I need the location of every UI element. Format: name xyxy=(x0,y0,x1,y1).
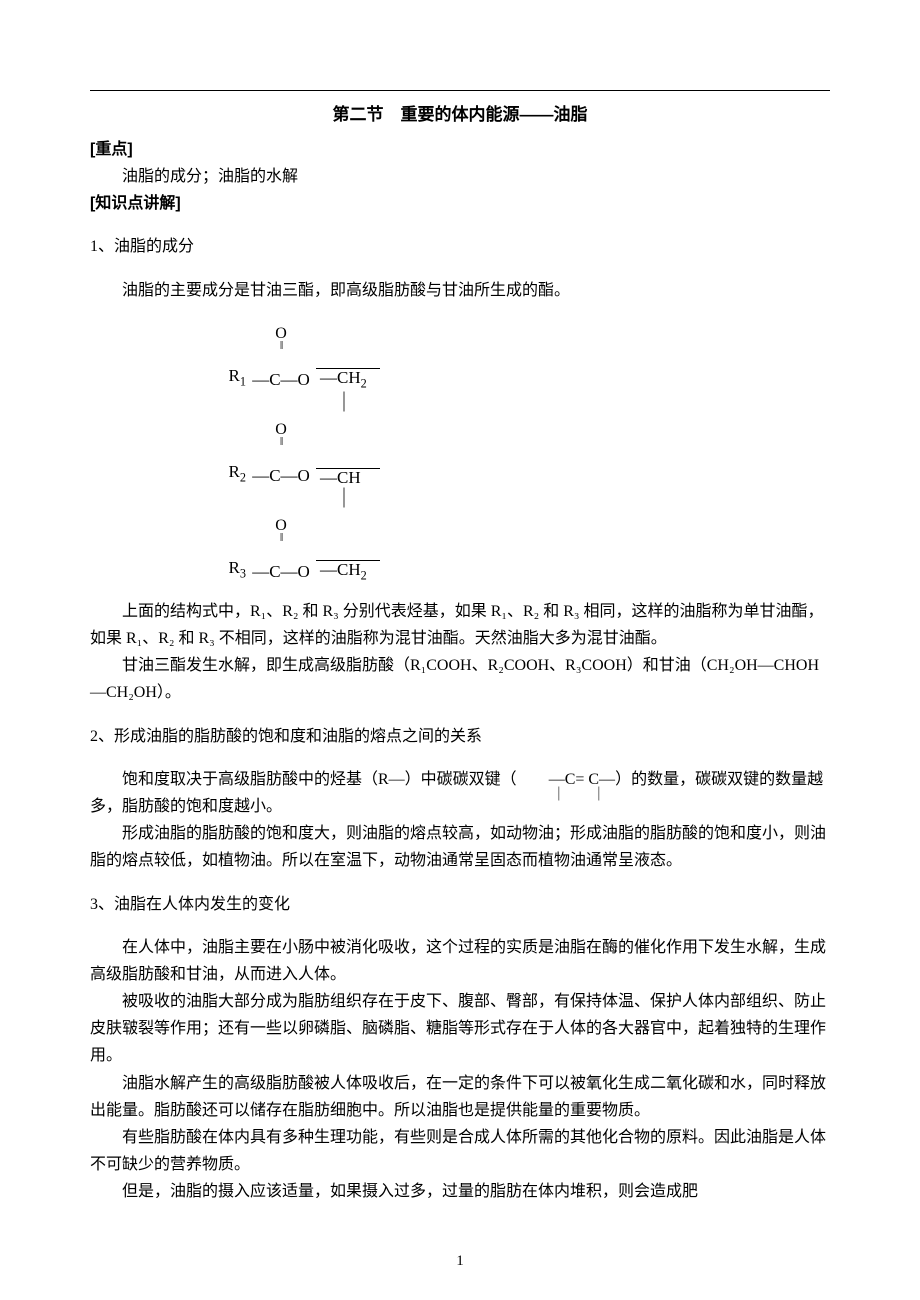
section1-p2: 上面的结构式中，R₁、R₂ 和 R₃ 分别代表烃基，如果 R₁、R₂ 和 R₃ … xyxy=(90,598,830,652)
page-title: 第二节 重要的体内能源——油脂 xyxy=(90,101,830,130)
diagram-dbl: ‖ xyxy=(246,342,316,348)
section3-label: 3、油脂在人体内发生的变化 xyxy=(90,891,830,918)
section1-p3: 甘油三酯发生水解，即生成高级脂肪酸（R₁COOH、R₂COOH、R₃COOH）和… xyxy=(90,652,830,706)
diagram-ch: —CH xyxy=(316,468,380,486)
top-rule xyxy=(90,90,830,91)
section3-p1: 在人体中，油脂主要在小肠中被消化吸收，这个过程的实质是油脂在酶的催化作用下发生水… xyxy=(90,934,830,988)
section2-p2: 形成油脂的脂肪酸的饱和度大，则油脂的熔点较高，如动物油；形成油脂的脂肪酸的饱和度… xyxy=(90,820,830,874)
section2-label: 2、形成油脂的脂肪酸的饱和度和油脂的熔点之间的关系 xyxy=(90,723,830,750)
diagram-co: —C—O xyxy=(246,371,316,388)
page: 第二节 重要的体内能源——油脂 [重点] 油脂的成分；油脂的水解 [知识点讲解]… xyxy=(0,0,920,1300)
page-number: 1 xyxy=(0,1249,920,1275)
section1-p1: 油脂的主要成分是甘油三酯，即高级脂肪酸与甘油所生成的酯。 xyxy=(90,277,830,304)
heading-zhishi: [知识点讲解] xyxy=(90,190,830,217)
zhongdian-text: 油脂的成分；油脂的水解 xyxy=(90,163,830,190)
section3-p3: 油脂水解产生的高级脂肪酸被人体吸收后，在一定的条件下可以被氧化生成二氧化碳和水，… xyxy=(90,1070,830,1124)
diagram-ch2-top: —CH2 xyxy=(316,368,380,390)
diagram-ch2-bottom: —CH2 xyxy=(316,560,380,582)
section2-p1: 饱和度取决于高级脂肪酸中的烃基（R—）中碳碳双键（—C= C—｜ ｜）的数量，碳… xyxy=(90,766,830,820)
section3-p2: 被吸收的油脂大部分成为脂肪组织存在于皮下、腹部、臀部，有保持体温、保护人体内部组… xyxy=(90,988,830,1070)
section1-label: 1、油脂的成分 xyxy=(90,233,830,260)
diagram-r1: R1 xyxy=(220,367,246,388)
heading-zhongdian: [重点] xyxy=(90,136,830,163)
triglyceride-structure: O ‖ R1 —C—O —CH2 ｜ O ‖ R2 —C—O —CH ｜ xyxy=(220,322,830,580)
diagram-r2: R2 xyxy=(220,463,246,484)
section3-p4: 有些脂肪酸在体内具有多种生理功能，有些则是合成人体所需的其他化合物的原料。因此油… xyxy=(90,1124,830,1178)
carbon-double-bond: —C= C—｜ ｜ xyxy=(517,766,615,793)
diagram-r3: R3 xyxy=(220,559,246,580)
section3-p5: 但是，油脂的摄入应该适量，如果摄入过多，过量的脂肪在体内堆积，则会造成肥 xyxy=(90,1178,830,1205)
diagram-vbar: ｜ xyxy=(316,388,376,418)
